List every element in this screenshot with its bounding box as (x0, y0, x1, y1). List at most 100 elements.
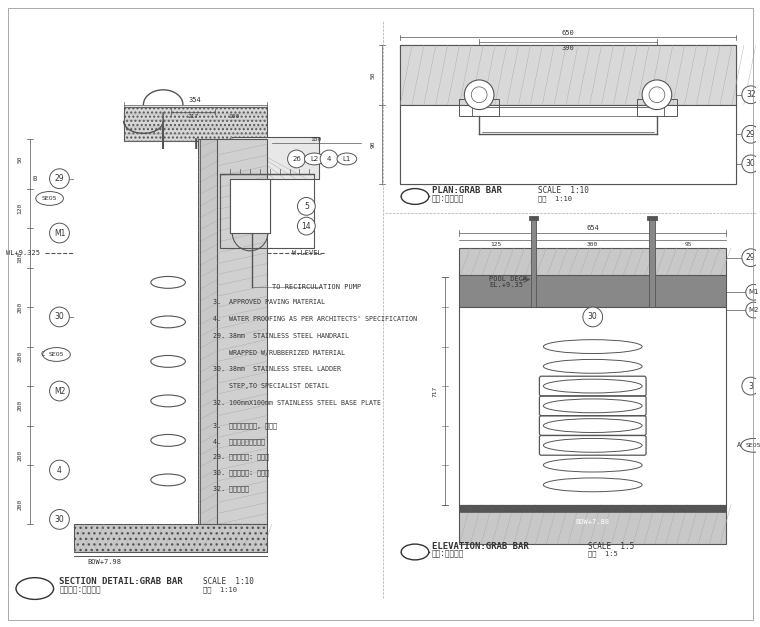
Text: 180: 180 (17, 252, 23, 263)
Text: A: A (736, 442, 741, 448)
Ellipse shape (543, 379, 642, 393)
Text: 354: 354 (188, 97, 201, 103)
Text: M1: M1 (749, 289, 759, 295)
Bar (460, 275, 726, 307)
Circle shape (742, 377, 760, 395)
Text: 4.  防水层见建筑师指定: 4. 防水层见建筑师指定 (213, 438, 264, 445)
Circle shape (583, 307, 603, 327)
Text: 比例  1:10: 比例 1:10 (538, 195, 572, 202)
Circle shape (642, 80, 672, 110)
Circle shape (297, 198, 315, 215)
Text: 200: 200 (17, 351, 23, 362)
Ellipse shape (543, 478, 642, 492)
Bar (220, 174, 314, 248)
Bar (528, 216, 538, 220)
Text: 200: 200 (17, 400, 23, 411)
Text: 95: 95 (685, 243, 692, 248)
Text: BOW+7.88: BOW+7.88 (576, 519, 610, 525)
Bar (401, 45, 736, 184)
Text: L2: L2 (310, 156, 318, 162)
Text: 200: 200 (17, 450, 23, 461)
Text: 29: 29 (55, 174, 65, 183)
Bar (401, 45, 736, 105)
Text: SCALE  1:10: SCALE 1:10 (538, 186, 589, 195)
Text: 29. 不锈锂扶手: 见公平: 29. 不锈锂扶手: 见公平 (213, 454, 268, 460)
Text: SE05: SE05 (746, 443, 760, 448)
Bar (460, 307, 726, 505)
Circle shape (49, 510, 69, 529)
Ellipse shape (150, 356, 185, 367)
Bar (74, 524, 267, 552)
Circle shape (49, 307, 69, 327)
Ellipse shape (401, 544, 429, 560)
Text: 截面大样:池拸扶手: 截面大样:池拸扶手 (59, 585, 101, 594)
Text: 30: 30 (55, 515, 65, 524)
Bar (401, 105, 736, 184)
Circle shape (746, 302, 760, 318)
Text: SECTION DETAIL:GRAB BAR: SECTION DETAIL:GRAB BAR (59, 577, 183, 586)
Text: SE05: SE05 (42, 196, 57, 201)
Text: 26: 26 (292, 156, 301, 162)
Circle shape (742, 249, 760, 266)
Circle shape (464, 80, 494, 110)
Bar (649, 218, 655, 307)
Bar (10, 85, 375, 598)
Text: 平面:池拸扶手: 平面:池拸扶手 (432, 194, 464, 203)
Text: 3: 3 (749, 382, 753, 391)
Circle shape (49, 381, 69, 401)
Ellipse shape (36, 191, 63, 206)
Circle shape (287, 150, 306, 168)
Bar (460, 505, 726, 544)
Bar (230, 137, 319, 179)
Text: M2: M2 (54, 386, 65, 396)
Ellipse shape (150, 435, 185, 446)
Text: 50: 50 (17, 155, 23, 162)
Ellipse shape (337, 153, 356, 165)
Text: 30. 不锈锂扶手: 见公平: 30. 不锈锂扶手: 见公平 (213, 470, 268, 477)
Circle shape (297, 217, 315, 235)
Text: SE05: SE05 (49, 352, 65, 357)
Ellipse shape (401, 189, 429, 204)
Text: 32. 不锈锂底板: 32. 不锈锂底板 (213, 485, 249, 492)
Ellipse shape (543, 458, 642, 472)
Text: 30: 30 (746, 159, 755, 169)
Bar (230, 179, 270, 233)
Circle shape (742, 86, 760, 103)
Circle shape (49, 223, 69, 243)
Text: 390: 390 (562, 45, 575, 51)
Bar (74, 149, 198, 524)
Text: 50: 50 (370, 71, 375, 79)
Ellipse shape (43, 347, 71, 361)
Bar (198, 139, 220, 539)
Text: 200: 200 (17, 302, 23, 313)
Text: M2: M2 (749, 307, 759, 313)
Text: 30: 30 (55, 312, 65, 322)
Bar (460, 505, 726, 512)
Text: 654: 654 (587, 225, 599, 231)
Text: C: C (40, 352, 45, 357)
Text: 29: 29 (746, 130, 755, 139)
Bar (124, 107, 267, 141)
Text: SCALE  1:5: SCALE 1:5 (587, 542, 634, 551)
Circle shape (742, 125, 760, 143)
Text: 3.  APPROVED PAVING MATERIAL: 3. APPROVED PAVING MATERIAL (213, 299, 325, 305)
Text: SCALE  1:10: SCALE 1:10 (203, 577, 254, 586)
Circle shape (49, 460, 69, 480)
Text: EL.+9.35: EL.+9.35 (489, 282, 523, 288)
Text: WL+9.325: WL+9.325 (6, 250, 40, 256)
Text: 4.  WATER PROOFING AS PER ARCHITECTS' SPECIFICATION: 4. WATER PROOFING AS PER ARCHITECTS' SPE… (213, 316, 416, 322)
Text: 30. 38mm  STAINLESS STEEL LADDER: 30. 38mm STAINLESS STEEL LADDER (213, 366, 340, 372)
Circle shape (49, 169, 69, 189)
Text: 100: 100 (229, 114, 240, 119)
Text: 32. 100mmX100mm STAINLESS STEEL BASE PLATE: 32. 100mmX100mm STAINLESS STEEL BASE PLA… (213, 400, 381, 406)
Text: 5: 5 (304, 202, 309, 211)
Text: TO RECIRCULATION PUMP: TO RECIRCULATION PUMP (272, 284, 361, 290)
Text: W.LEVEL: W.LEVEL (292, 250, 321, 256)
Text: 比例  1:5: 比例 1:5 (587, 551, 618, 557)
Text: PLAN:GRAB BAR: PLAN:GRAB BAR (432, 186, 502, 195)
Text: 300: 300 (587, 243, 598, 248)
Text: 32: 32 (746, 90, 755, 99)
Bar (637, 98, 676, 117)
Text: 4: 4 (327, 156, 331, 162)
Ellipse shape (150, 316, 185, 328)
